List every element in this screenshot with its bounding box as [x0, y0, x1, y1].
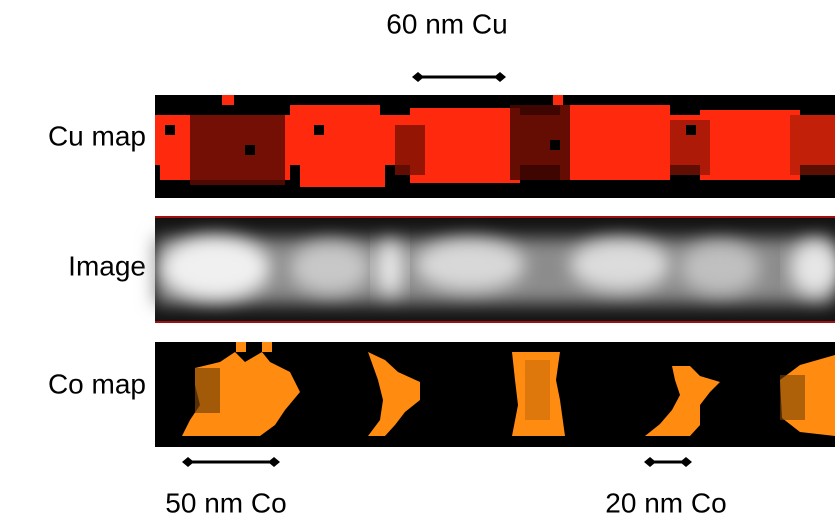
bottom-label: 20 nm Co	[605, 487, 726, 518]
top-label: 60 nm Cu	[386, 8, 507, 39]
row-label: Image	[68, 250, 146, 281]
scale-bar	[182, 457, 280, 467]
tem-image	[155, 217, 835, 322]
bottom-label: 50 nm Co	[165, 487, 286, 518]
scale-bar	[644, 457, 692, 467]
co-map	[155, 342, 835, 447]
scale-bar	[412, 72, 506, 82]
row-label: Co map	[48, 368, 146, 399]
cu-map	[155, 95, 835, 198]
figure: 60 nm Cu Cu map Image Co map	[0, 0, 835, 527]
row-label: Cu map	[48, 120, 146, 151]
